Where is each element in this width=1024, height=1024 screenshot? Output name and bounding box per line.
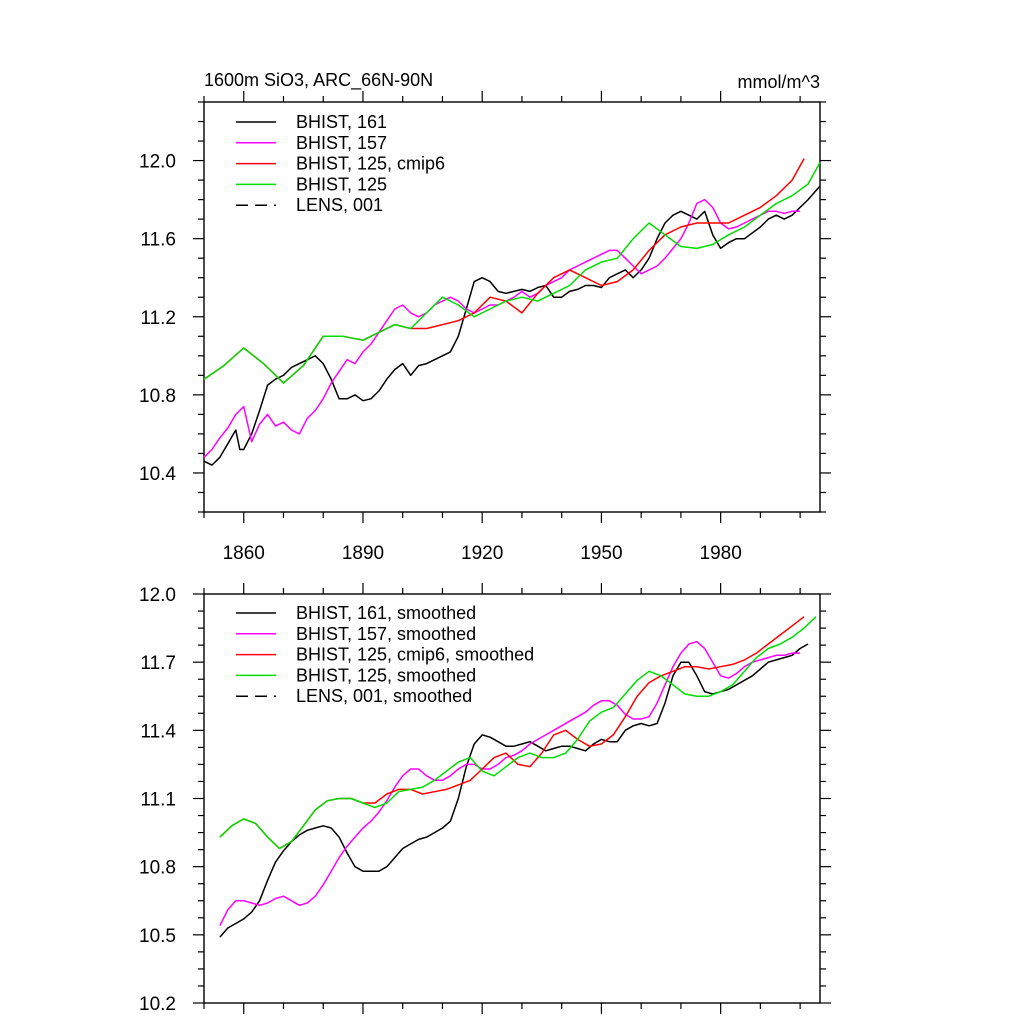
top-panel: 1600m SiO3, ARC_66N-90N mmol/m^3 1860 189… [139,70,831,564]
y-tick-label: 11.4 [140,721,176,742]
series-line-2 [203,158,805,384]
y-tick-label: 10.8 [139,386,176,407]
x-tick-label: 1920 [461,543,503,564]
legend-label: BHIST, 125, smoothed [296,665,476,685]
legend-label: BHIST, 125 [296,174,387,194]
y-tick-label: 11.2 [140,308,176,329]
legend-label: LENS, 001 [296,195,383,215]
bottom-panel: 10.2 10.5 10.8 11.1 11.4 11.7 12.0 BHIST, 161, … [139,583,831,1015]
legend-label: BHIST, 161, smoothed [296,603,476,623]
y-tick-label: 10.8 [139,858,176,879]
y-tick-label: 12.0 [139,585,176,606]
y-tick-label: 11.7 [140,653,176,674]
y-tick-label: 12.0 [139,152,176,173]
y-tick-label: 10.5 [139,926,176,947]
legend-label: LENS, 001, smoothed [296,686,472,706]
legend-label: BHIST, 161 [296,112,387,132]
top-title: 1600m SiO3, ARC_66N-90N [204,70,433,91]
plot-frame [203,101,821,513]
legend-label: BHIST, 125, cmip6 [296,154,445,174]
x-tick-label: 1890 [342,543,384,564]
y-tick-label: 10.2 [139,994,176,1015]
y-tick-label: 10.4 [139,464,176,485]
legend-label: BHIST, 157 [296,133,387,153]
series-line-1 [203,198,801,458]
units-label: mmol/m^3 [738,72,820,92]
x-tick-label: 1950 [580,543,622,564]
y-tick-label: 11.1 [140,790,176,811]
legend-label: BHIST, 157, smoothed [296,624,476,644]
series-line-3 [203,162,821,384]
y-tick-label: 11.6 [140,230,176,251]
legend-label: BHIST, 125, cmip6, smoothed [296,645,534,665]
series-line-0 [203,185,821,466]
x-tick-label: 1860 [223,543,265,564]
x-tick-label: 1980 [700,543,742,564]
series-line-3 [219,616,817,850]
series-line-0 [219,643,809,938]
